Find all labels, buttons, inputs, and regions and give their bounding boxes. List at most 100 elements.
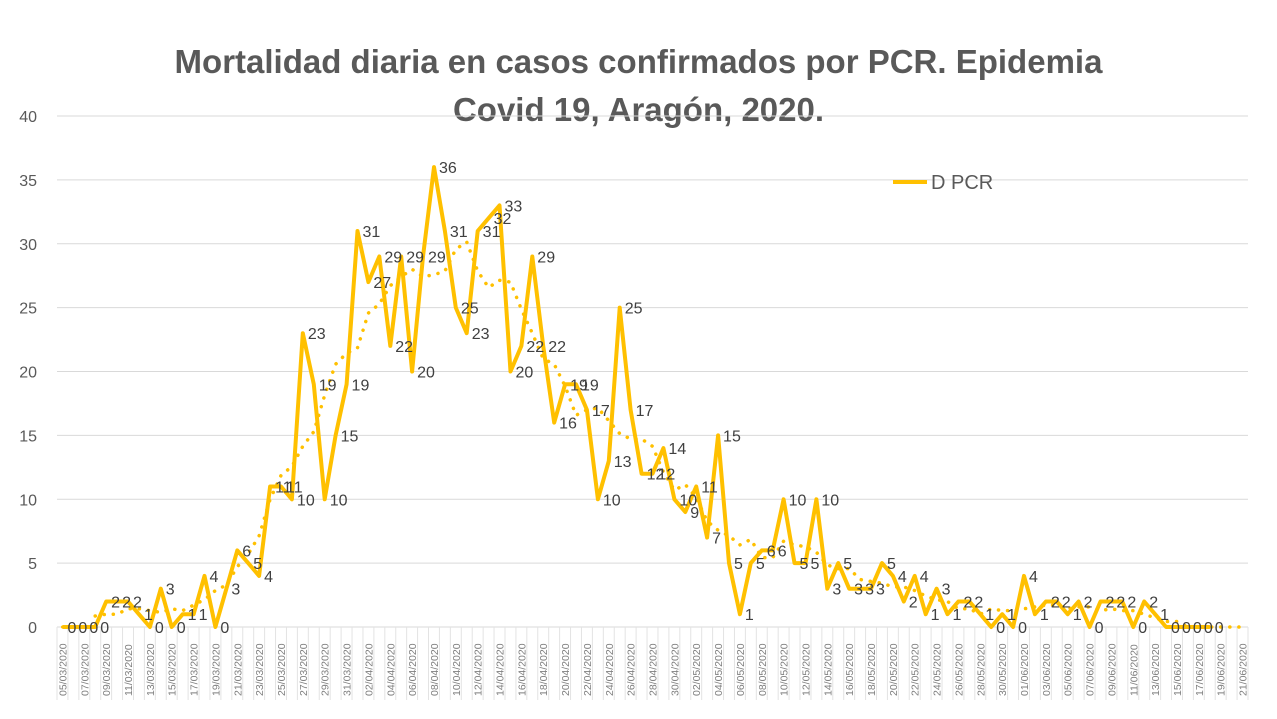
data-point xyxy=(607,459,611,463)
data-point xyxy=(760,548,764,552)
data-label: 1 xyxy=(985,607,994,624)
data-point xyxy=(213,625,217,629)
data-label: 3 xyxy=(231,582,240,599)
x-tick-label: 17/06/2020 xyxy=(1194,643,1206,696)
data-label: 10 xyxy=(330,492,348,509)
x-tick-label: 10/04/2020 xyxy=(451,643,463,696)
data-point xyxy=(1077,599,1081,603)
data-label: 4 xyxy=(210,569,219,586)
data-point xyxy=(847,587,851,591)
data-point xyxy=(224,587,228,591)
data-label: 6 xyxy=(778,543,787,560)
data-label: 14 xyxy=(668,441,686,458)
data-point xyxy=(82,625,86,629)
x-tick-label: 01/06/2020 xyxy=(1019,643,1031,696)
data-point xyxy=(1033,612,1037,616)
data-point xyxy=(618,306,622,310)
data-label: 3 xyxy=(854,582,863,599)
x-tick-label: 17/03/2020 xyxy=(189,643,201,696)
data-point xyxy=(1186,625,1190,629)
data-point xyxy=(825,587,829,591)
data-label: 1 xyxy=(1040,607,1049,624)
data-label: 10 xyxy=(603,492,621,509)
data-point xyxy=(727,561,731,565)
data-point xyxy=(738,612,742,616)
data-label: 5 xyxy=(800,556,809,573)
data-point xyxy=(661,446,665,450)
data-label: 3 xyxy=(876,582,885,599)
data-label: 1 xyxy=(188,607,197,624)
data-label: 2 xyxy=(963,594,972,611)
data-label: 5 xyxy=(756,556,765,573)
data-point xyxy=(268,484,272,488)
data-point xyxy=(924,612,928,616)
x-tick-label: 04/05/2020 xyxy=(713,643,725,696)
data-point xyxy=(672,497,676,501)
data-label: 4 xyxy=(1029,569,1038,586)
data-point xyxy=(716,433,720,437)
x-tick-label: 18/05/2020 xyxy=(866,643,878,696)
data-point xyxy=(410,370,414,373)
data-point xyxy=(323,497,327,501)
data-point xyxy=(1131,625,1135,629)
x-tick-label: 07/06/2020 xyxy=(1085,643,1097,696)
data-point xyxy=(836,561,840,565)
data-point xyxy=(1055,599,1059,603)
data-label: 2 xyxy=(1051,594,1060,611)
data-label: 1 xyxy=(1073,607,1082,624)
data-label: 2 xyxy=(1062,594,1071,611)
y-tick-label: 40 xyxy=(19,109,37,126)
data-label: 9 xyxy=(690,505,699,522)
data-label: 27 xyxy=(373,275,391,292)
data-label: 0 xyxy=(1193,620,1202,637)
data-label: 0 xyxy=(1018,620,1027,637)
y-tick-label: 35 xyxy=(19,173,37,190)
x-tick-label: 25/03/2020 xyxy=(276,643,288,696)
data-label: 2 xyxy=(1084,594,1093,611)
data-point xyxy=(432,165,436,169)
data-point xyxy=(257,574,261,578)
data-label: 29 xyxy=(406,250,424,267)
data-label: 3 xyxy=(166,582,175,599)
data-point xyxy=(1208,625,1212,629)
data-label: 0 xyxy=(78,620,87,637)
data-point xyxy=(902,599,906,603)
data-point xyxy=(60,625,64,629)
data-point xyxy=(519,344,523,348)
data-point xyxy=(869,587,873,591)
data-point xyxy=(148,625,152,629)
data-label: 0 xyxy=(1215,620,1224,637)
data-label: 4 xyxy=(898,569,907,586)
x-tick-label: 09/03/2020 xyxy=(101,643,113,696)
data-point xyxy=(814,497,818,501)
data-label: 2 xyxy=(1105,594,1114,611)
x-tick-label: 11/06/2020 xyxy=(1128,644,1140,696)
data-point xyxy=(891,574,895,578)
data-point xyxy=(858,587,862,591)
data-label: 1 xyxy=(745,607,754,624)
data-label: 2 xyxy=(974,594,983,611)
data-label: 4 xyxy=(264,569,273,586)
x-tick-label: 08/04/2020 xyxy=(429,643,441,696)
data-point xyxy=(1000,612,1004,616)
data-label: 22 xyxy=(526,339,544,356)
data-point xyxy=(935,587,939,591)
data-point xyxy=(279,484,283,488)
data-point xyxy=(880,561,884,565)
data-label: 20 xyxy=(515,365,533,382)
data-label: 0 xyxy=(1138,620,1147,637)
data-label: 15 xyxy=(341,428,359,445)
x-tick-label: 24/04/2020 xyxy=(604,643,616,696)
data-label: 19 xyxy=(570,377,588,394)
x-tick-label: 16/04/2020 xyxy=(516,643,528,696)
x-tick-label: 18/04/2020 xyxy=(538,643,550,696)
data-label: 10 xyxy=(679,492,697,509)
data-label: 33 xyxy=(505,198,523,215)
data-point xyxy=(967,599,971,603)
data-point xyxy=(1066,612,1070,616)
data-point xyxy=(399,255,403,259)
y-tick-label: 30 xyxy=(19,237,37,254)
data-label: 1 xyxy=(953,607,962,624)
data-point xyxy=(771,548,775,552)
